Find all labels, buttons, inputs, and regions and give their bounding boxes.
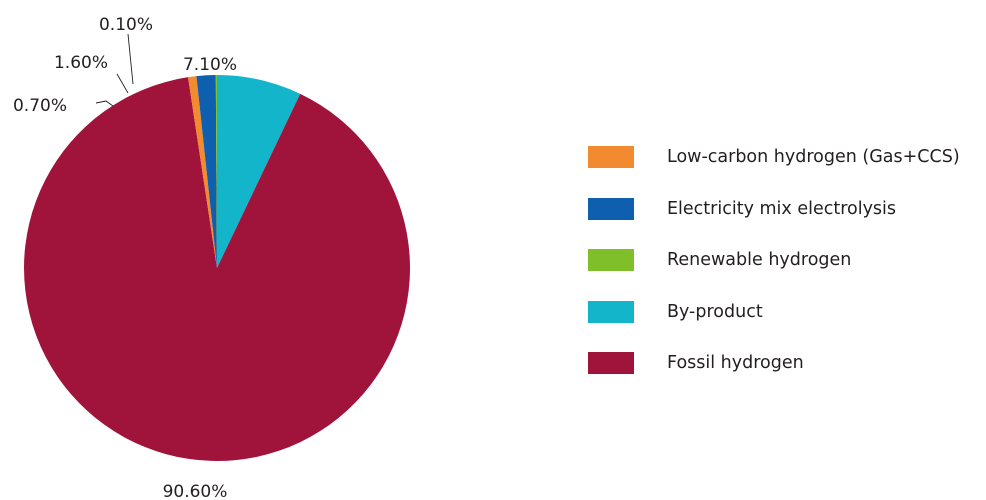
- slice-label-renewable-hydrogen: 0.10%: [99, 15, 153, 35]
- slice-label-by-product: 7.10%: [183, 55, 237, 75]
- legend-item-electricity-mix-electrolysis: Electricity mix electrolysis: [588, 196, 960, 222]
- legend-label: Low-carbon hydrogen (Gas+CCS): [667, 147, 960, 167]
- pie-slices: [23, 75, 410, 462]
- pie-slice-fossil-hydrogen: [23, 77, 410, 462]
- pie-slice-electricity-mix-electrolysis: [196, 75, 217, 268]
- pie-slice-by-product: [217, 75, 301, 268]
- leader-line-low-carbon-hydrogen-gas-ccs: [95, 100, 114, 107]
- pie-slice-low-carbon-hydrogen-gas-ccs: [188, 76, 217, 269]
- legend-label: Electricity mix electrolysis: [667, 198, 897, 219]
- slice-value-labels: 7.10% 90.60% 0.70% 1.60% 0.10%: [13, 15, 237, 500]
- leader-lines: [95, 33, 134, 107]
- slice-label-fossil-hydrogen: 90.60%: [163, 482, 228, 500]
- legend-item-low-carbon-hydrogen: Low-carbon hydrogen (Gas+CCS): [588, 144, 960, 170]
- legend-swatch: [588, 197, 634, 220]
- legend-swatch: [588, 352, 634, 374]
- legend-item-renewable-hydrogen: Renewable hydrogen: [588, 247, 960, 273]
- legend-label: By-product: [667, 301, 763, 322]
- legend-swatch: [588, 146, 634, 168]
- leader-line-electricity-mix-electrolysis: [116, 73, 129, 94]
- legend: Low-carbon hydrogen (Gas+CCS) Electricit…: [588, 144, 960, 402]
- legend-item-by-product: By-product: [588, 299, 960, 325]
- legend-swatch: [588, 249, 634, 271]
- slice-label-electricity-mix-electrolysis: 1.60%: [54, 53, 108, 73]
- legend-swatch: [588, 300, 634, 323]
- pie-slice-renewable-hydrogen: [215, 75, 217, 268]
- legend-label: Fossil hydrogen: [667, 353, 804, 373]
- slice-label-low-carbon-hydrogen-gas-ccs: 0.70%: [13, 96, 67, 116]
- legend-item-fossil-hydrogen: Fossil hydrogen: [588, 350, 960, 376]
- leader-line-renewable-hydrogen: [127, 33, 134, 85]
- legend-label: Renewable hydrogen: [667, 250, 852, 270]
